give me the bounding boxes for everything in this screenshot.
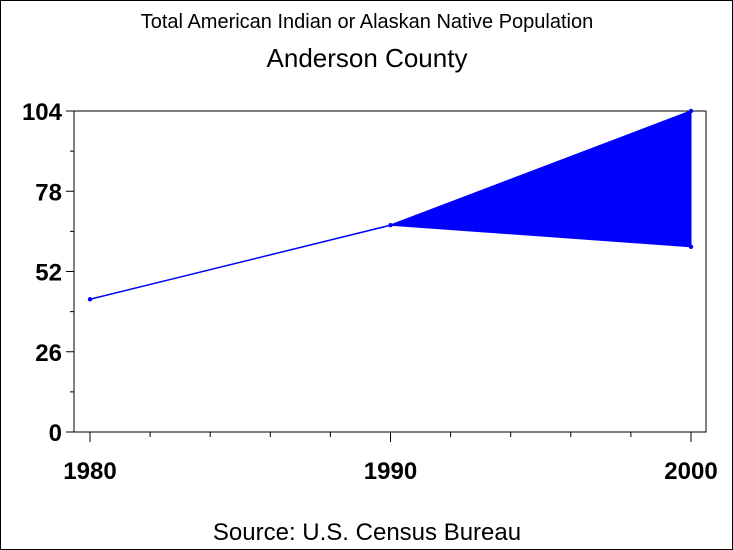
y-tick-label-52: 52 (35, 260, 62, 287)
y-tick-label-0: 0 (49, 420, 62, 447)
chart-title: Anderson County (267, 43, 468, 73)
data-point-2000 (688, 108, 694, 114)
y-tick-label-104: 104 (22, 99, 63, 126)
x-tick-label-1980: 1980 (63, 458, 116, 485)
data-point-1980 (87, 297, 93, 302)
shaded-band (390, 110, 692, 248)
band-lower-point (688, 244, 694, 250)
x-tick-label-2000: 2000 (664, 458, 717, 485)
x-tick-label-1990: 1990 (364, 458, 417, 485)
data-point-1990 (388, 223, 393, 228)
y-tick-label-78: 78 (35, 179, 62, 206)
y-tick-label-26: 26 (35, 340, 62, 367)
source-note: Source: U.S. Census Bureau (213, 519, 521, 546)
chart-subtitle: Total American Indian or Alaskan Native … (141, 11, 594, 33)
